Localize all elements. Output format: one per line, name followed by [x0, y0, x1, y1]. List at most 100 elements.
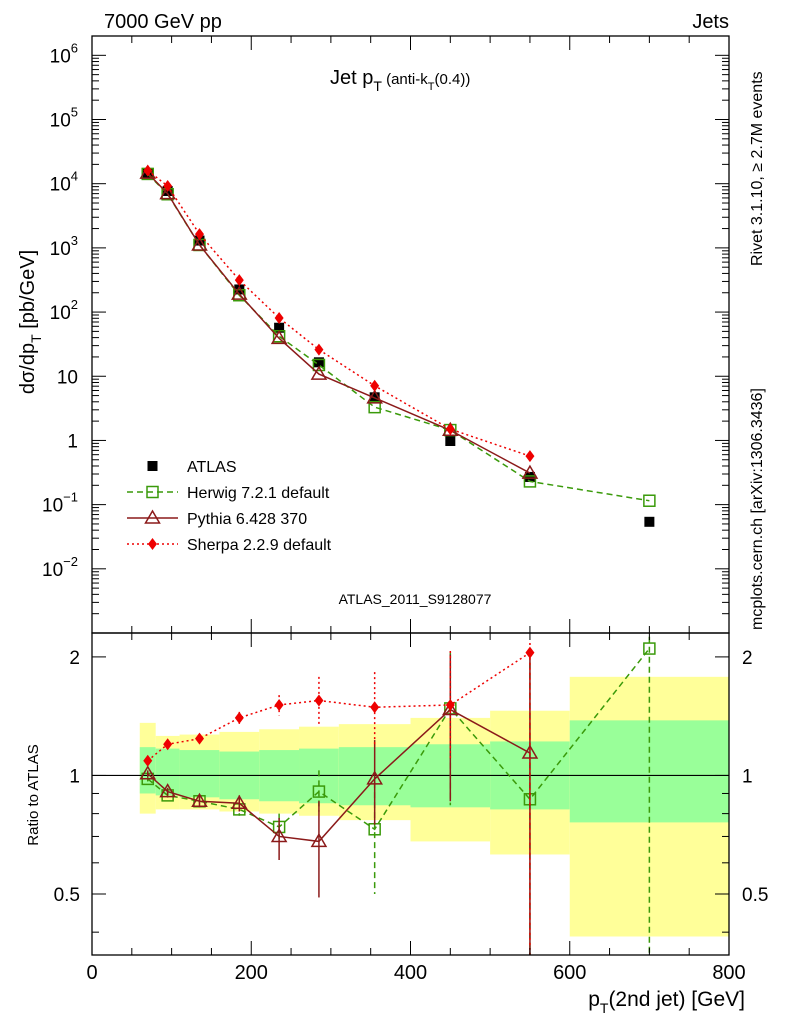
- main-point-atlas-2: [194, 235, 205, 246]
- xlabel-rest: (2nd jet) [GeV]: [608, 988, 745, 1011]
- main-point-pythia-4: [270, 329, 288, 345]
- mcplots-label: mcplots.cern.ch [arXiv:1306.3436]: [749, 388, 766, 630]
- main-point-sherpa-5: [314, 343, 324, 356]
- ratio-point-pythia-0: [139, 765, 157, 780]
- ratio-point-sherpa-6: [370, 701, 380, 714]
- ratio-point-sherpa-8: [525, 646, 535, 659]
- legend-label-herwig: Herwig 7.2.1 default: [187, 485, 330, 502]
- ratio-ytick-label-right-1: 1: [742, 766, 753, 787]
- main-point-pythia-0: [139, 164, 157, 179]
- main-ytick-exp-7: −1: [63, 490, 78, 505]
- band-inner-1: [155, 748, 180, 796]
- main-point-atlas-8: [524, 471, 535, 482]
- ratio-ytick-label-right-0: 0.5: [742, 885, 768, 906]
- main-ylabel: dσ/dpT [pb/GeV]: [17, 250, 44, 394]
- main-point-pythia-3: [231, 285, 248, 300]
- legend-marker-sherpa: [148, 538, 157, 550]
- title-sub-t: T: [373, 78, 382, 94]
- main-line-pythia: [147, 172, 531, 474]
- ratio-xtick-label-4: 800: [712, 962, 745, 984]
- ratio-point-pythia-5: [310, 832, 328, 848]
- ratio-xtick-label-0: 0: [86, 962, 97, 984]
- ratio-point-sherpa-2: [194, 732, 204, 745]
- main-ytick-label-7: 10−1: [42, 490, 78, 517]
- band-inner-0: [139, 747, 156, 794]
- ratio-xtick-label-2: 400: [394, 962, 427, 984]
- main-ytick-exp-2: 4: [71, 169, 78, 184]
- ratio-ytick-label-left-1: 1: [69, 766, 80, 787]
- main-point-pythia-5: [310, 365, 328, 380]
- legend-label-sherpa: Sherpa 2.2.9 default: [187, 537, 332, 554]
- main-point-atlas-4: [274, 322, 285, 333]
- ratio-point-sherpa-0: [143, 754, 153, 767]
- ratio-point-pythia-3: [231, 794, 248, 809]
- main-ytick-label-8: 10−2: [42, 554, 78, 581]
- ratio-point-sherpa-4: [274, 698, 284, 711]
- main-point-sherpa-2: [194, 228, 204, 241]
- ratio-ytick-label-left-2: 2: [69, 648, 80, 669]
- main-ytick-exp-4: 2: [71, 297, 78, 312]
- ratio-point-sherpa-5: [314, 694, 324, 707]
- main-ytick-label-0: 106: [50, 40, 78, 67]
- main-point-sherpa-7: [445, 423, 455, 436]
- title-sub-kt: T: [428, 81, 435, 93]
- main-ytick-label-2: 104: [50, 169, 78, 196]
- legend-marker-atlas: [147, 461, 158, 471]
- ratio-point-pythia-6: [366, 770, 383, 785]
- ratio-point-sherpa-3: [234, 711, 244, 724]
- main-ytick-label-6: 1: [67, 431, 78, 452]
- main-ytick-label-1: 105: [50, 105, 78, 132]
- title-anti: (anti-k: [382, 71, 428, 88]
- title-radius: (0.4)): [435, 71, 471, 88]
- ratio-line-pythia: [147, 708, 531, 843]
- ratio-ytick-label-right-2: 2: [742, 648, 753, 669]
- main-point-sherpa-3: [234, 274, 244, 287]
- main-point-sherpa-4: [274, 311, 284, 324]
- rivet-label: Rivet 3.1.10, ≥ 2.7M events: [749, 71, 766, 266]
- main-point-atlas-7: [445, 436, 456, 447]
- main-point-sherpa-6: [370, 379, 380, 392]
- main-ytick-exp-0: 6: [71, 40, 78, 55]
- main-point-sherpa-1: [163, 180, 173, 193]
- main-ylabel-units: [pb/GeV]: [17, 250, 39, 335]
- chart-title: Jet pT (anti-kT(0.4)): [330, 67, 470, 94]
- main-ytick-exp-3: 3: [71, 233, 78, 248]
- ratio-xtick-label-1: 200: [235, 962, 268, 984]
- main-point-herwig-9: [643, 494, 656, 507]
- main-point-atlas-5: [313, 357, 324, 368]
- xlabel: pT(2nd jet) [GeV]: [588, 988, 745, 1016]
- main-point-herwig-6: [368, 400, 381, 414]
- ratio-ylabel: Ratio to ATLAS: [25, 744, 42, 845]
- analysis-label: ATLAS_2011_S9128077: [339, 591, 492, 607]
- main-point-sherpa-0: [143, 164, 153, 177]
- main-point-pythia-6: [366, 389, 383, 404]
- ratio-line-sherpa: [147, 652, 531, 762]
- main-ytick-label-3: 103: [50, 233, 78, 260]
- ratio-ytick-label-left-0: 0.5: [54, 885, 80, 906]
- legend-label-pythia: Pythia 6.428 370: [187, 511, 307, 528]
- main-point-herwig-5: [312, 358, 326, 372]
- main-point-pythia-2: [191, 236, 208, 251]
- ratio-xtick-label-3: 600: [553, 962, 586, 984]
- main-point-atlas-9: [644, 516, 655, 527]
- ratio-point-pythia-4: [270, 827, 288, 843]
- main-point-sherpa-8: [525, 450, 535, 463]
- legend-marker-herwig: [146, 485, 159, 499]
- main-ytick-exp-8: −2: [63, 554, 78, 569]
- ratio-point-herwig-5: [312, 785, 326, 798]
- main-ytick-label-4: 102: [50, 297, 78, 324]
- legend-marker-pythia: [144, 509, 161, 524]
- main-ytick-exp-1: 5: [71, 105, 78, 120]
- category-label: Jets: [692, 11, 729, 33]
- ratio-point-pythia-2: [191, 792, 208, 807]
- main-point-pythia-8: [521, 464, 539, 479]
- ratio-point-pythia-1: [159, 783, 176, 798]
- main-line-sherpa: [147, 170, 531, 457]
- main-ytick-label-5: 10: [57, 367, 78, 388]
- xlabel-sub: T: [600, 1000, 609, 1016]
- legend-label-atlas: ATLAS: [187, 459, 237, 476]
- main-point-herwig-8: [523, 475, 537, 488]
- main-ylabel-sub: T: [28, 334, 44, 343]
- band-inner-2: [179, 750, 220, 798]
